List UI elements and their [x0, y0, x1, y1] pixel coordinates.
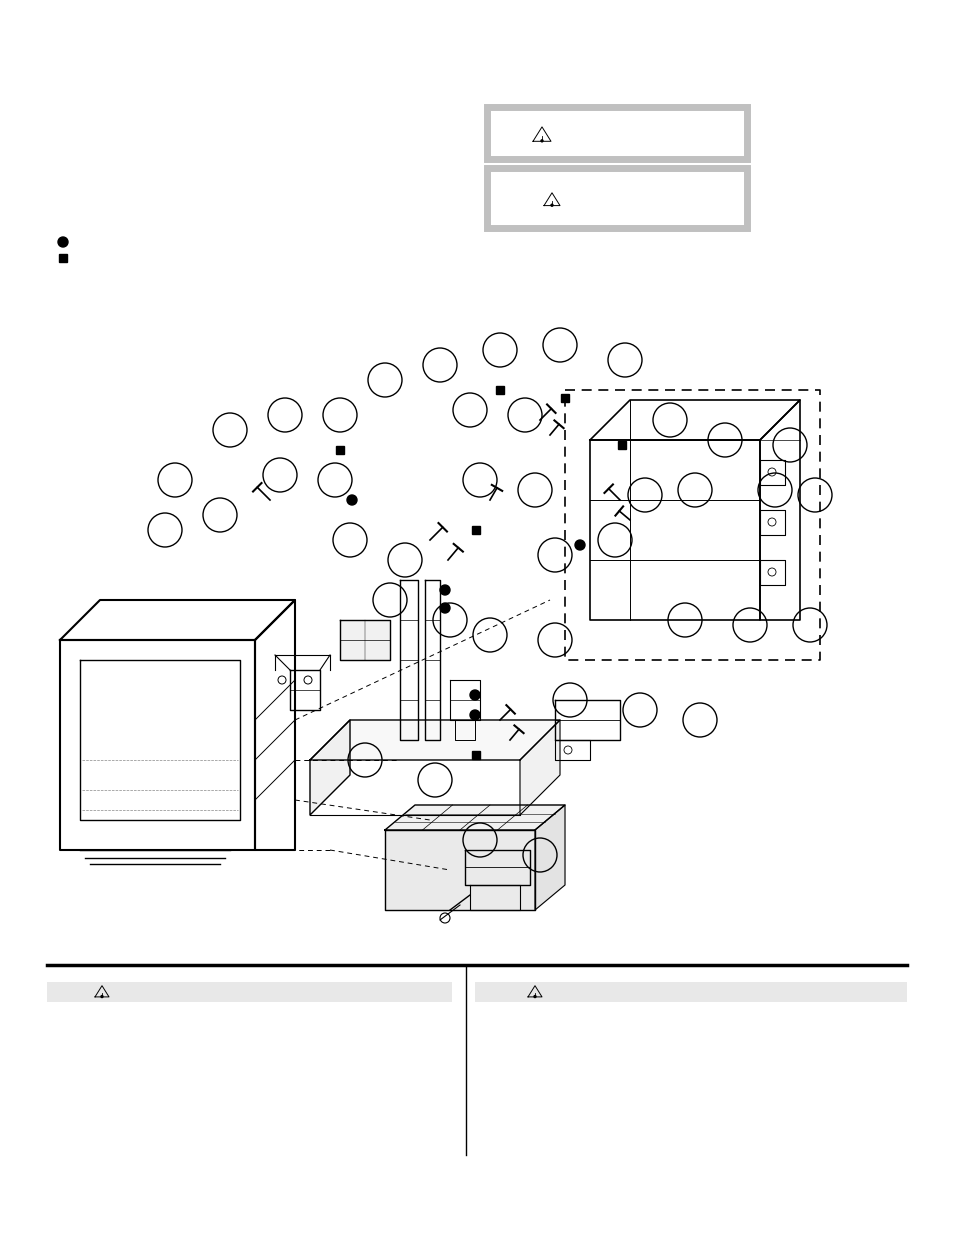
Polygon shape [385, 805, 564, 830]
Bar [472, 526, 479, 534]
Circle shape [101, 995, 103, 998]
Polygon shape [535, 805, 564, 910]
Bar [335, 446, 344, 454]
Bar [496, 387, 503, 394]
Bar [560, 394, 568, 403]
Circle shape [534, 995, 536, 998]
Bar [475, 982, 906, 1002]
Circle shape [575, 540, 584, 550]
Polygon shape [310, 720, 350, 815]
Polygon shape [339, 620, 390, 659]
Circle shape [470, 710, 479, 720]
Polygon shape [385, 830, 535, 910]
Circle shape [58, 237, 68, 247]
Bar [59, 254, 67, 262]
Circle shape [470, 690, 479, 700]
Bar [486, 107, 746, 159]
Bar [486, 168, 746, 228]
Bar [47, 982, 452, 1002]
Polygon shape [519, 720, 559, 815]
Circle shape [347, 495, 356, 505]
Bar [618, 441, 625, 450]
Circle shape [551, 204, 553, 206]
Circle shape [439, 603, 450, 613]
Circle shape [540, 140, 542, 142]
Polygon shape [310, 720, 559, 760]
Circle shape [439, 585, 450, 595]
Bar [472, 751, 479, 760]
